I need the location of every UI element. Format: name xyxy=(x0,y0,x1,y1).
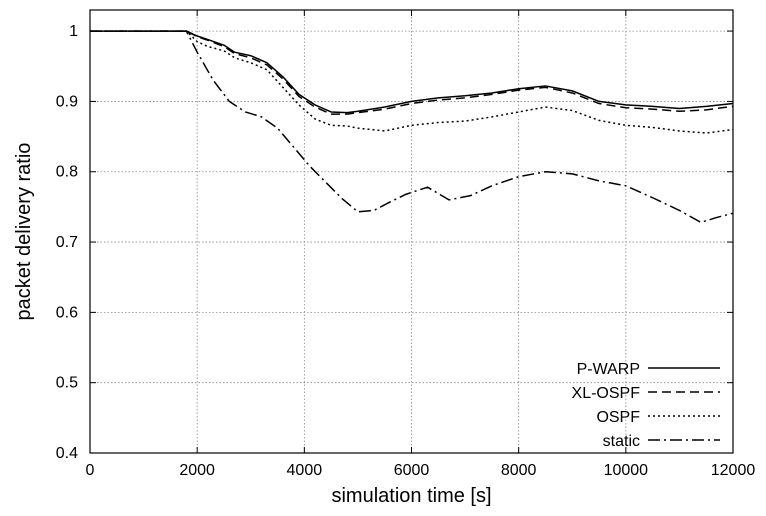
y-tick-label: 0.6 xyxy=(56,304,78,321)
x-tick-label: 2000 xyxy=(179,462,215,479)
series-line-xl-ospf xyxy=(90,30,734,115)
x-tick-label: 10000 xyxy=(604,462,649,479)
axis-ticks: 0 2000 4000 6000 8000 10000 12000 0.4 0.5 0.6 0.7 0… xyxy=(56,10,756,479)
y-axis-label: packet delivery ratio xyxy=(13,143,35,321)
y-tick-label: 0.5 xyxy=(56,375,78,392)
legend-label: XL-OSPF xyxy=(572,385,641,402)
x-tick-label: 8000 xyxy=(501,462,537,479)
legend: P-WARP XL-OSPF OSPF static xyxy=(572,361,720,450)
y-tick-label: 0.8 xyxy=(56,164,78,181)
series-line-static xyxy=(90,30,734,224)
legend-label: P-WARP xyxy=(577,361,640,378)
series-lines xyxy=(90,30,734,224)
y-tick-label: 0.7 xyxy=(56,234,78,251)
series-line-ospf xyxy=(90,30,734,134)
y-tick-label: 0.9 xyxy=(56,93,78,110)
x-tick-label: 0 xyxy=(86,462,95,479)
x-tick-label: 4000 xyxy=(287,462,323,479)
x-tick-label: 12000 xyxy=(711,462,756,479)
legend-label: static xyxy=(603,433,640,450)
y-tick-label: 1 xyxy=(69,23,78,40)
legend-label: OSPF xyxy=(596,409,640,426)
x-tick-label: 6000 xyxy=(394,462,430,479)
y-tick-label: 0.4 xyxy=(56,445,78,462)
x-axis-label: simulation time [s] xyxy=(331,485,491,507)
series-line-p-warp xyxy=(90,30,734,114)
